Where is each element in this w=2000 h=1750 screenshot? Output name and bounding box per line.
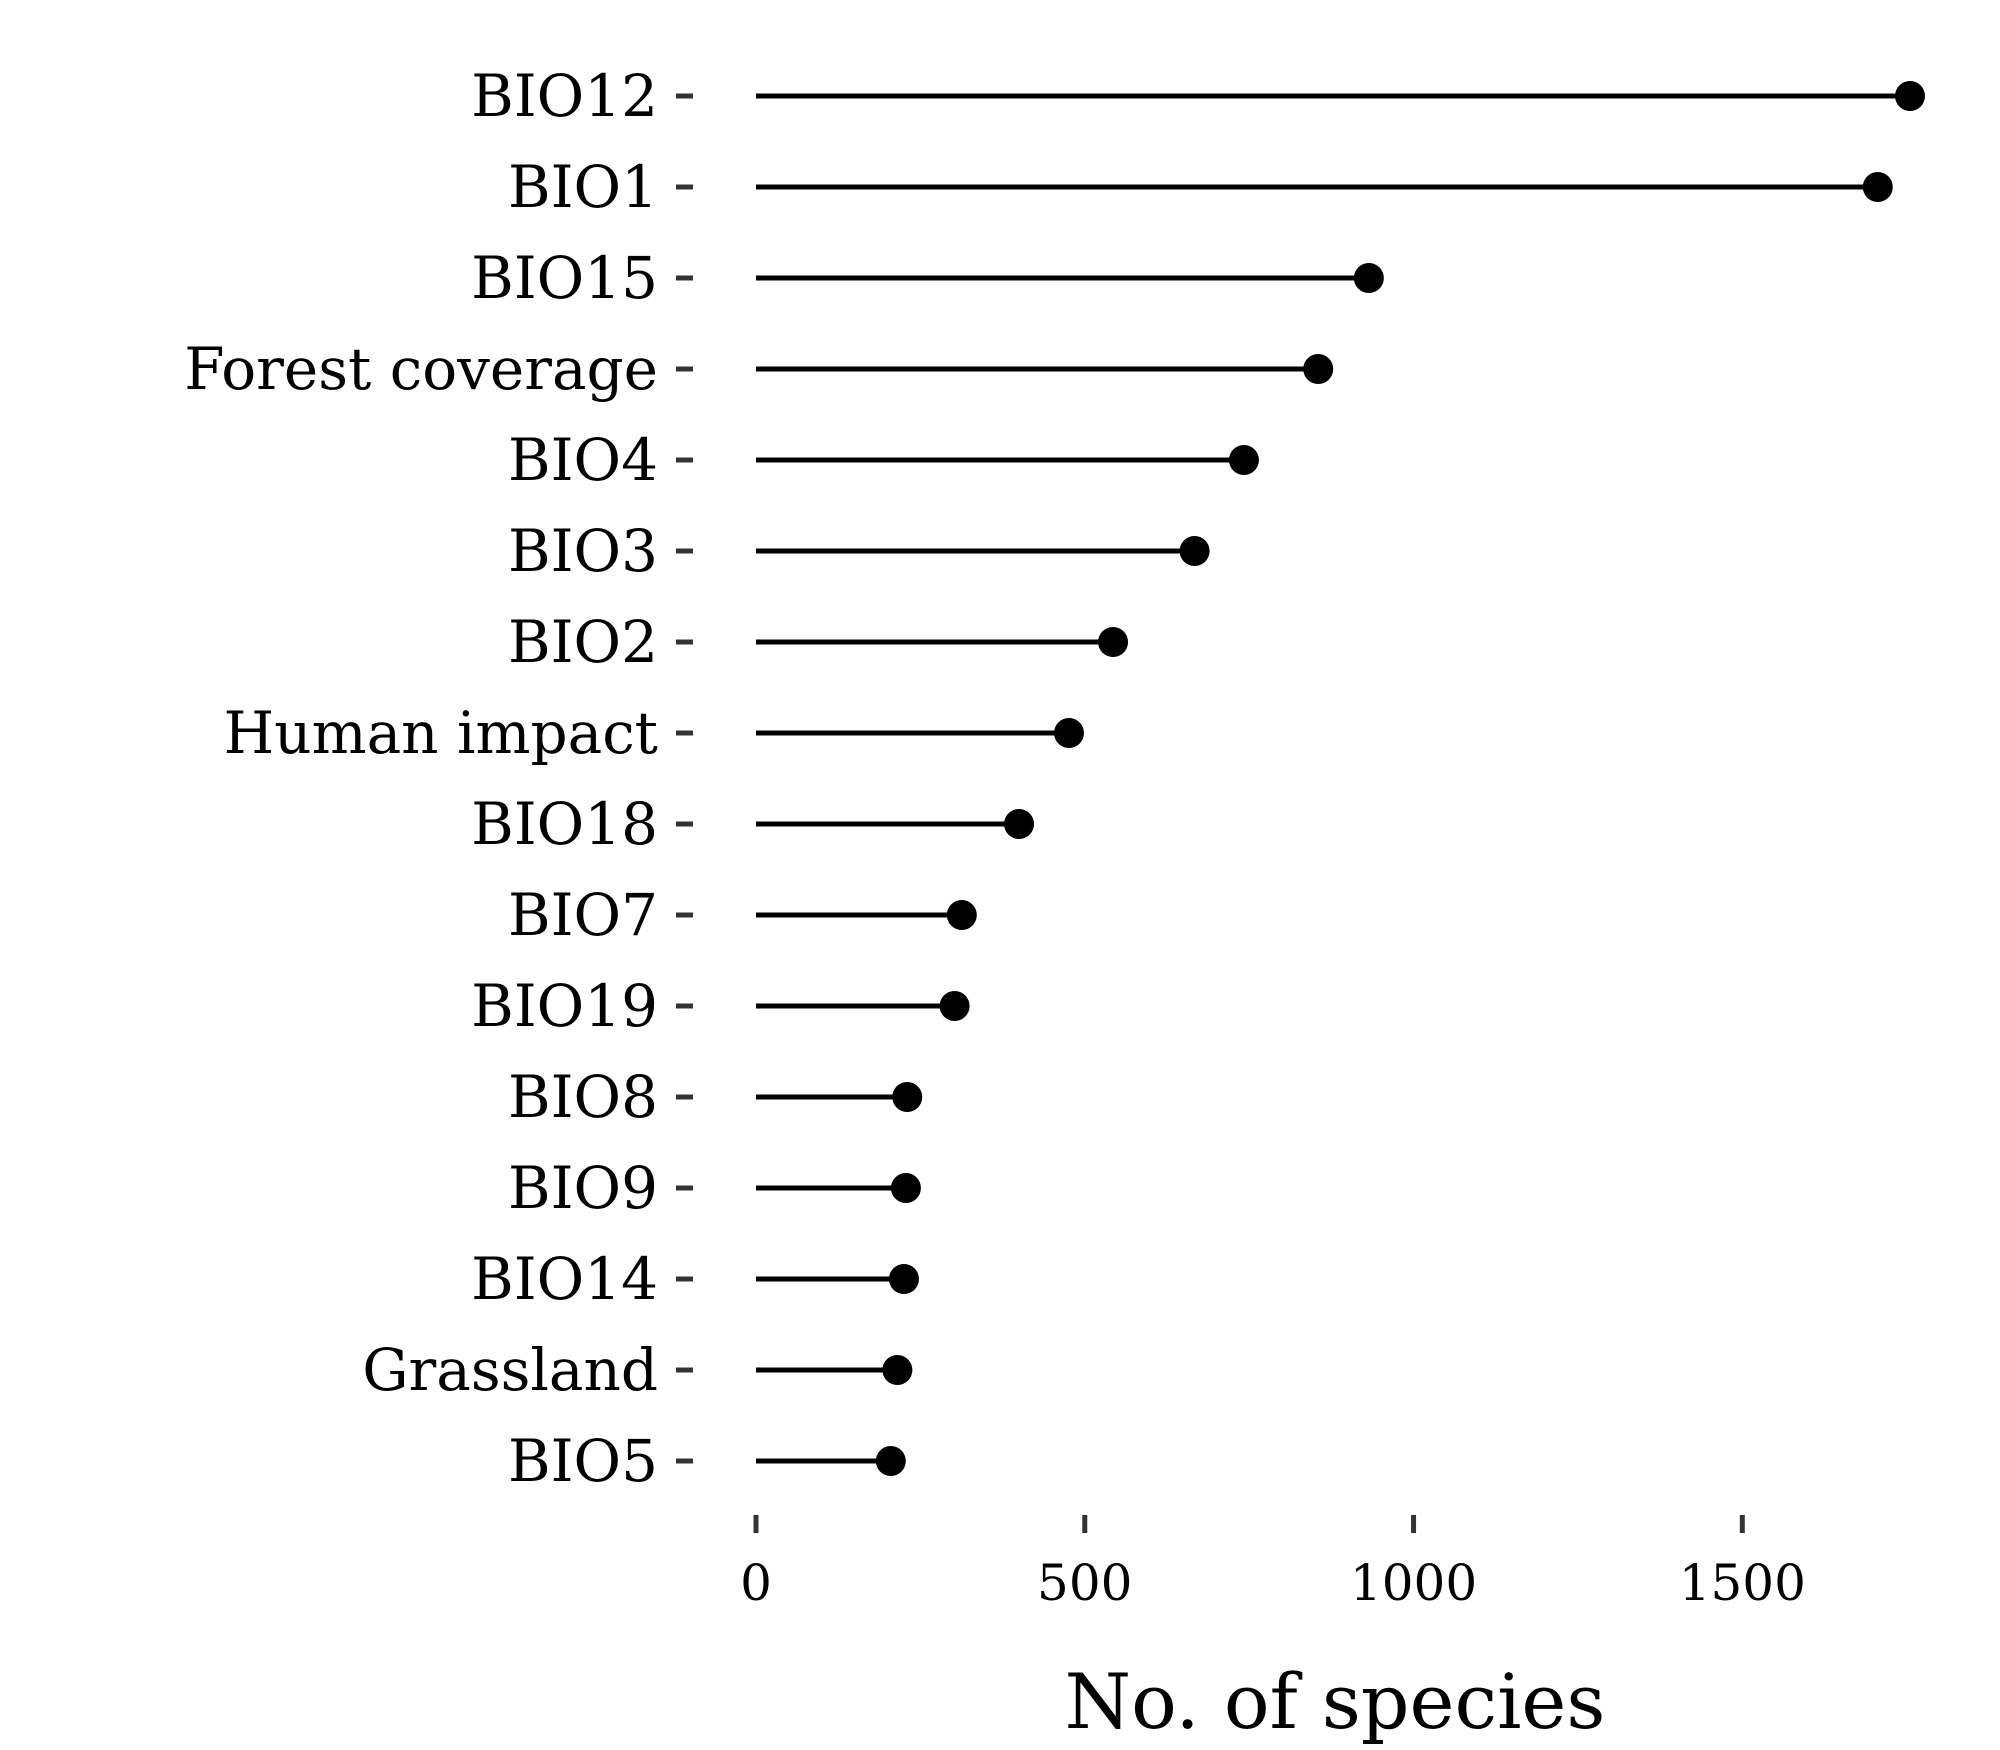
lollipop-point-bio14 <box>888 1264 919 1294</box>
x-tick-label: 500 <box>1037 1554 1132 1612</box>
y-tick-label-bio12: BIO12 <box>471 62 658 130</box>
y-tick-label-bio1: BIO1 <box>508 153 658 221</box>
x-axis: 0 500 1000 1500 <box>740 1515 1806 1612</box>
x-axis-title: No. of species <box>1065 1657 1606 1746</box>
lollipop-point-bio7 <box>946 900 977 930</box>
y-tick-label-bio4: BIO4 <box>508 426 658 494</box>
y-tick-label-bio18: BIO18 <box>471 790 658 858</box>
lollipop-point-grassland <box>882 1355 913 1385</box>
lollipop-point-bio3 <box>1179 536 1210 566</box>
lollipop-point-bio5 <box>875 1446 906 1476</box>
lollipop-point-human-impact <box>1053 718 1084 748</box>
y-tick-label-bio19: BIO19 <box>471 972 658 1040</box>
y-tick-label-bio14: BIO14 <box>471 1245 658 1313</box>
y-tick-label-bio5: BIO5 <box>508 1427 658 1495</box>
lollipop-point-bio12 <box>1895 81 1925 111</box>
lollipop-point-bio1 <box>1862 172 1893 202</box>
y-tick-label-grassland: Grassland <box>362 1336 658 1404</box>
lollipop-point-bio19 <box>939 991 970 1021</box>
y-tick-label-bio8: BIO8 <box>508 1063 658 1131</box>
y-axis: BIO12 BIO1 BIO15 Forest coverage BIO4 BIO3 BIO… <box>184 62 693 1495</box>
lollipop-point-forest-coverage <box>1303 354 1334 384</box>
lollipop-point-bio15 <box>1353 263 1384 293</box>
lollipop-point-bio8 <box>892 1082 923 1112</box>
y-tick-label-bio9: BIO9 <box>508 1154 658 1222</box>
x-tick-label: 0 <box>740 1554 772 1612</box>
lollipop-point-bio18 <box>1004 809 1035 839</box>
lollipop-point-bio9 <box>890 1173 921 1203</box>
lollipop-point-bio2 <box>1098 627 1129 657</box>
y-tick-label-human-impact: Human impact <box>224 699 658 767</box>
x-tick-label: 1000 <box>1350 1554 1477 1612</box>
x-tick-label: 1500 <box>1679 1554 1806 1612</box>
y-tick-label-bio7: BIO7 <box>508 881 658 949</box>
y-tick-label-bio3: BIO3 <box>508 517 658 585</box>
y-tick-label-bio15: BIO15 <box>471 244 658 312</box>
y-tick-label-bio2: BIO2 <box>508 608 658 676</box>
y-tick-label-forest-coverage: Forest coverage <box>184 335 658 403</box>
lollipop-point-bio4 <box>1228 445 1259 475</box>
lollipop-series <box>756 81 1925 1476</box>
